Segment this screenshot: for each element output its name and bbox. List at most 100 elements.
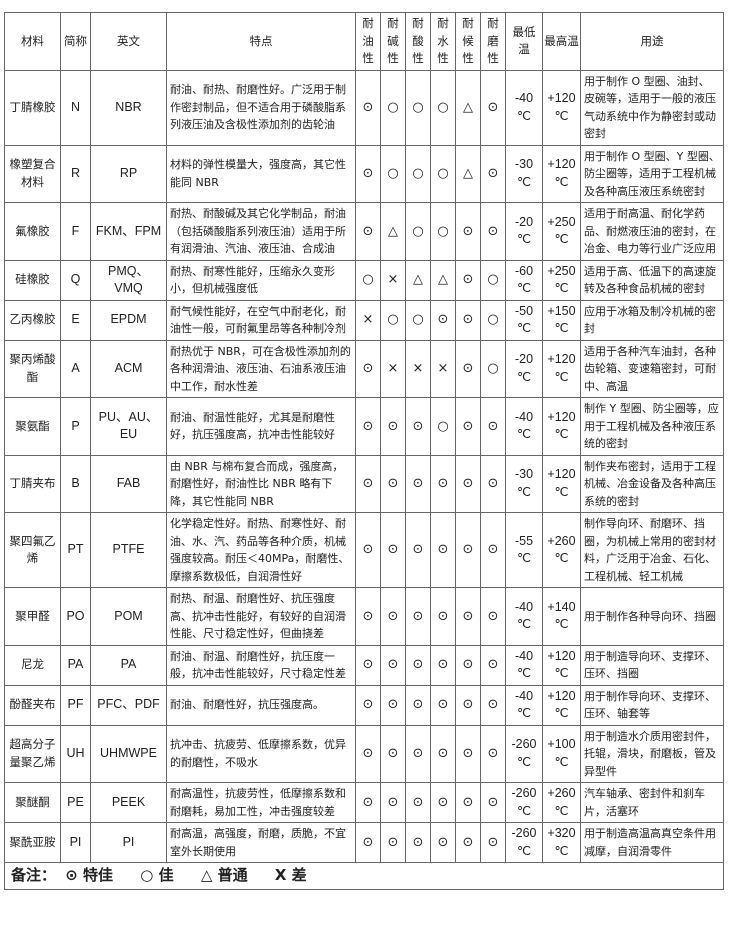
- temp-unit: ℃: [516, 369, 532, 384]
- material-name: 丁腈夹布: [4, 454, 61, 513]
- material-name: 乙丙橡胶: [4, 299, 61, 341]
- header-wear: 耐磨性: [480, 12, 506, 71]
- rating-wear: ⊙: [480, 454, 506, 513]
- temp-unit: ℃: [516, 666, 532, 680]
- temp-unit: ℃: [516, 551, 532, 565]
- rating-acid: ⊙: [405, 587, 431, 646]
- features: 抗冲击、抗疲劳、低摩擦系数，优异的耐磨性，不吸水: [166, 724, 356, 783]
- features: 材料的弹性模量大，强度高，其它性能同 NBR: [166, 144, 356, 203]
- rating-oil: ⊙: [355, 202, 381, 261]
- table-row: 超高分子量聚乙烯 UH UHMWPE 抗冲击、抗疲劳、低摩擦系数，优异的耐磨性，不吸水…: [4, 724, 724, 783]
- max-temp: +120 ℃: [542, 454, 581, 513]
- rating-alkali: ○: [380, 144, 406, 203]
- header-max-temp: 最高温: [542, 12, 581, 71]
- table-row: 氟橡胶 F FKM、FPM 耐热、耐酸碱及其它化学制品，耐油（包括磷酸脂系列液压油）适…: [4, 202, 724, 261]
- usage: 制作导向环、耐磨环、挡圈，为机械上常用的密封材料，广泛用于冶金、石化、工程机械、…: [580, 512, 724, 588]
- min-temp-value: -40: [514, 688, 534, 703]
- material-name: 聚甲醛: [4, 587, 61, 646]
- rating-oil: ⊙: [355, 397, 381, 456]
- table-row: 聚甲醛 PO POM 耐热、耐温、耐磨性好、抗压强度高、抗冲击性能好，有较好的自润滑性…: [4, 587, 724, 646]
- rating-alkali: ⊙: [380, 512, 406, 588]
- rating-acid: ⊙: [405, 822, 431, 863]
- rating-oil: ⊙: [355, 454, 381, 513]
- rating-water: ⊙: [430, 724, 456, 783]
- rating-alkali: ⊙: [380, 724, 406, 783]
- abbreviation: PT: [60, 512, 91, 588]
- max-temp-value: +250: [547, 214, 576, 229]
- table-row: 乙丙橡胶 E EPDM 耐气候性能好，在空气中耐老化，耐油性一般，可耐氟里昂等各种制冷…: [4, 299, 724, 341]
- abbreviation: N: [60, 69, 91, 146]
- rating-acid: ⊙: [405, 782, 431, 823]
- features: 耐气候性能好，在空气中耐老化，耐油性一般，可耐氟里昂等各种制冷剂: [166, 299, 356, 341]
- features: 耐热优于 NBR，可在含极性添加剂的各种润滑油、液压油、石油系液压油中工作，耐水…: [166, 339, 356, 398]
- english-name: UHMWPE: [90, 724, 167, 783]
- material-name: 聚四氟乙烯: [4, 512, 61, 588]
- features: 耐热、耐寒性能好，压缩永久变形小，但机械强度低: [166, 259, 356, 301]
- min-temp: -260 ℃: [505, 724, 543, 783]
- max-temp-value: +260: [547, 786, 576, 800]
- rating-wear: ⊙: [480, 587, 506, 646]
- rating-acid: ○: [405, 144, 431, 203]
- table-row: 酚醛夹布 PF PFC、PDF 耐油、耐磨性好，抗压强度高。 ⊙ ⊙ ⊙ ⊙ ⊙ ⊙ -40 ℃ +12…: [4, 684, 724, 726]
- rating-water: ○: [430, 69, 456, 146]
- rating-wear: ⊙: [480, 202, 506, 261]
- features: 耐高温，高强度，耐磨，质脆，不宜室外长期使用: [166, 822, 356, 863]
- rating-weather: ⊙: [455, 202, 481, 261]
- max-temp: +100 ℃: [542, 724, 581, 783]
- usage: 用于制造导向环、支撑环、压环、挡圈: [580, 644, 724, 686]
- min-temp-value: -20: [514, 352, 534, 367]
- min-temp: -40 ℃: [505, 69, 543, 146]
- rating-acid: ⊙: [405, 397, 431, 456]
- rating-alkali: ⊙: [380, 454, 406, 513]
- usage: 汽车轴承、密封件和刹车片，活塞环: [580, 782, 724, 823]
- features: 耐油、耐温性能好，尤其是耐磨性好，抗压强度高，抗冲击性能较好: [166, 397, 356, 456]
- temp-unit: ℃: [516, 706, 532, 720]
- usage: 用于制作导向环、支撑环、压环、轴套等: [580, 684, 724, 726]
- english-name: PFC、PDF: [90, 684, 167, 726]
- usage: 用于制作 O 型圈、油封、皮碗等，适用于一般的液压气动系统中作为静密封或动密封: [580, 69, 724, 146]
- temp-unit: ℃: [554, 754, 569, 769]
- min-temp: -260 ℃: [505, 822, 543, 863]
- abbreviation: UH: [60, 724, 91, 783]
- material-name: 硅橡胶: [4, 259, 61, 301]
- min-temp-value: -55: [514, 533, 534, 548]
- english-name: PU、AU、EU: [90, 397, 167, 456]
- rating-acid: ⊙: [405, 644, 431, 686]
- temp-unit: ℃: [554, 427, 569, 442]
- min-temp: -55 ℃: [505, 512, 543, 588]
- abbreviation: A: [60, 339, 91, 398]
- usage: 用于制造水介质用密封件，托辊，滑块，耐磨板，管及异型件: [580, 724, 724, 783]
- rating-weather: ⊙: [455, 684, 481, 726]
- rating-acid: △: [405, 259, 431, 301]
- english-name: FAB: [90, 454, 167, 513]
- temp-unit: ℃: [516, 803, 532, 818]
- rating-oil: ⊙: [355, 724, 381, 783]
- min-temp: -20 ℃: [505, 202, 543, 261]
- usage: 适用于各种汽车油封，各种齿轮箱、变速箱密封，可耐中、高温: [580, 339, 724, 398]
- header-english: 英文: [90, 12, 167, 71]
- material-name: 尼龙: [4, 644, 61, 686]
- rating-water: ○: [430, 397, 456, 456]
- features: 耐热、耐酸碱及其它化学制品，耐油（包括磷酸脂系列液压油）适用于所有润滑油、汽油、…: [166, 202, 356, 261]
- table-row: 聚丙烯酸酯 A ACM 耐热优于 NBR，可在含极性添加剂的各种润滑油、液压油、石油系…: [4, 339, 724, 398]
- header-alkali: 耐碱性: [380, 12, 406, 71]
- rating-oil: ⊙: [355, 512, 381, 588]
- english-name: PMQ、VMQ: [90, 259, 167, 301]
- legend-excellent: ⊙ 特佳: [65, 866, 114, 884]
- rating-oil: ⊙: [355, 144, 381, 203]
- temp-unit: ℃: [554, 706, 569, 720]
- rating-water: ⊙: [430, 299, 456, 341]
- features: 耐油、耐热、耐磨性好。广泛用于制作密封制品，但不适合用于磷酸脂系列液压油及含极性…: [166, 69, 356, 146]
- rating-acid: ⊙: [405, 684, 431, 726]
- material-name: 氟橡胶: [4, 202, 61, 261]
- table-row: 聚氨酯 P PU、AU、EU 耐油、耐温性能好，尤其是耐磨性好，抗压强度高，抗冲击性能…: [4, 397, 724, 456]
- min-temp-value: -260: [511, 786, 537, 800]
- min-temp: -50 ℃: [505, 299, 543, 341]
- material-name: 聚丙烯酸酯: [4, 339, 61, 398]
- temp-unit: ℃: [516, 754, 532, 769]
- english-name: NBR: [90, 69, 167, 146]
- header-acid: 耐酸性: [405, 12, 431, 71]
- table-row: 尼龙 PA PA 耐油、耐温、耐磨性好，抗压度一般，抗冲击性能较好，尺寸稳定性差 ⊙ ⊙ ⊙…: [4, 644, 724, 686]
- temp-unit: ℃: [554, 484, 569, 499]
- english-name: PEEK: [90, 782, 167, 823]
